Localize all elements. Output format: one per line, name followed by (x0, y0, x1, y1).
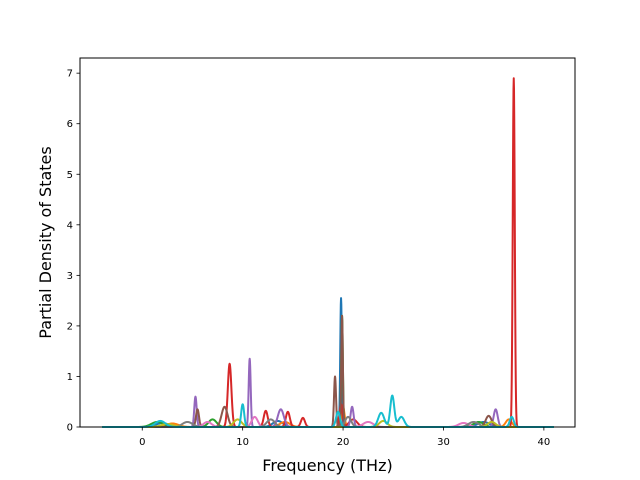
x-tick-label: 30 (437, 437, 450, 448)
y-tick-label: 4 (67, 220, 73, 231)
x-tick-label: 10 (236, 437, 249, 448)
series-layer (101, 77, 555, 428)
x-tick-label: 0 (139, 437, 145, 448)
x-tick-label: 20 (337, 437, 350, 448)
y-axis-ticks: 0 1 2 3 4 5 6 7 (67, 69, 80, 434)
y-tick-label: 5 (67, 170, 73, 181)
x-axis-label: Frequency (THz) (262, 456, 392, 475)
x-axis-ticks: 0 10 20 30 40 (139, 427, 550, 448)
series-line-5 (101, 357, 555, 428)
y-tick-label: 1 (67, 372, 73, 383)
series-line-3 (101, 314, 555, 428)
series-line-4 (101, 77, 555, 428)
series-line-6 (101, 314, 555, 428)
y-axis-label: Partial Density of States (36, 146, 55, 338)
y-tick-label: 3 (67, 271, 73, 282)
x-tick-label: 40 (538, 437, 551, 448)
series-line-1 (101, 297, 555, 428)
y-tick-label: 0 (67, 423, 73, 434)
plot-frame (79, 57, 576, 428)
y-tick-label: 6 (67, 119, 73, 130)
y-tick-label: 2 (67, 321, 73, 332)
y-tick-label: 7 (67, 69, 73, 80)
